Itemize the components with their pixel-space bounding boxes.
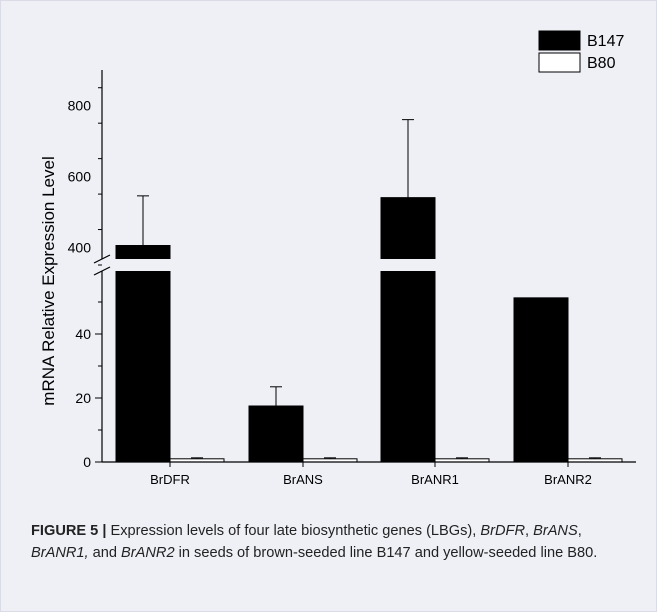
y-tick-label: 600 bbox=[68, 168, 92, 184]
x-tick-label-branr1: BrANR1 bbox=[411, 472, 459, 487]
caption-text-1: Expression levels of four late biosynthe… bbox=[106, 523, 481, 539]
bar-chart: 0 20 40 400 600 800 BrDFR BrANS BrANR1 BrANR2 B1… bbox=[39, 30, 636, 487]
figure-caption: FIGURE 5 | Expression levels of four lat… bbox=[31, 520, 641, 564]
legend-label-b147: B147 bbox=[587, 33, 624, 50]
caption-text-2: in seeds of brown-seeded line B147 and y… bbox=[174, 545, 598, 561]
caption-sep-3: and bbox=[88, 545, 122, 561]
caption-label: FIGURE 5 | bbox=[31, 523, 107, 539]
caption-gene-1: BrDFR bbox=[480, 523, 525, 539]
y-tick-label: 40 bbox=[75, 326, 91, 342]
axis-break-mark bbox=[93, 266, 111, 276]
legend: B147 B80 bbox=[538, 30, 624, 73]
bar-b147-branr1 bbox=[380, 197, 436, 463]
y-tick-label: 0 bbox=[83, 454, 91, 470]
y-axis: 0 20 40 400 600 800 bbox=[68, 70, 636, 470]
x-tick-label-brans: BrANS bbox=[283, 472, 323, 487]
caption-gene-4: BrANR2 bbox=[121, 545, 175, 561]
x-axis-labels: BrDFR BrANS BrANR1 BrANR2 bbox=[150, 462, 592, 487]
bars-layer bbox=[114, 119, 623, 463]
y-tick-label: 800 bbox=[68, 97, 92, 113]
caption-gene-2: BrANS bbox=[533, 523, 578, 539]
caption-sep-1: , bbox=[525, 523, 534, 539]
bar-b147-brdfr bbox=[115, 245, 171, 463]
bar-break-gap bbox=[114, 259, 172, 271]
x-tick-label-brdfr: BrDFR bbox=[150, 472, 190, 487]
bar-break-gap bbox=[379, 259, 437, 271]
caption-gene-3: BrANR1, bbox=[31, 545, 89, 561]
y-tick-label: 400 bbox=[68, 239, 92, 255]
legend-swatch-b147 bbox=[538, 30, 581, 51]
y-axis-label: mRNA Relative Expression Level bbox=[39, 156, 58, 405]
y-tick-label: 20 bbox=[75, 390, 91, 406]
x-tick-label-branr2: BrANR2 bbox=[544, 472, 592, 487]
legend-label-b80: B80 bbox=[587, 55, 616, 72]
bar-b147-branr2 bbox=[513, 297, 569, 463]
bar-b147-brans bbox=[248, 405, 304, 463]
legend-swatch-b80 bbox=[538, 52, 581, 73]
caption-sep-2: , bbox=[577, 523, 582, 539]
axis-break-mark bbox=[93, 254, 111, 264]
